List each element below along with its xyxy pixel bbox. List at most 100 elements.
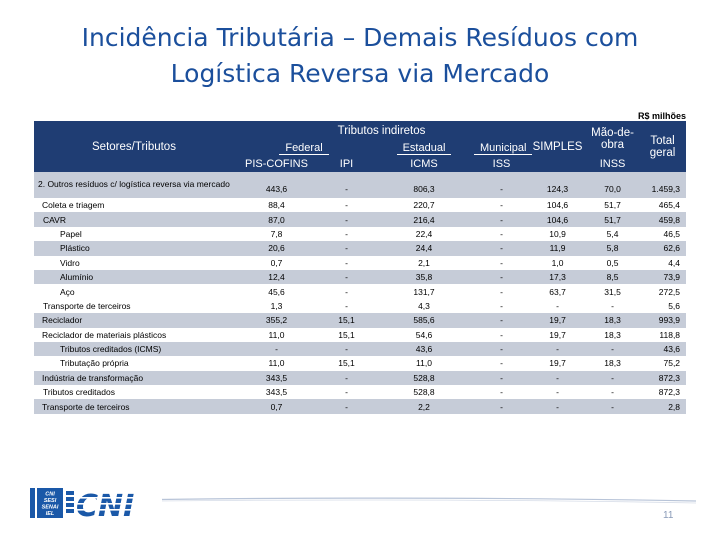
cell-ipi: - — [345, 200, 348, 211]
header-ipi: IPI — [319, 156, 374, 172]
cell-simples: 104,6 — [546, 200, 569, 211]
cell-iss: - — [474, 212, 530, 227]
cell-ipi: - — [345, 300, 348, 311]
cell-icms: 4,3 — [418, 300, 430, 311]
cell-pis: 343,5 — [265, 387, 288, 398]
table-row: Tributos creditados (ICMS) - - 43,6 - - … — [34, 341, 686, 357]
cell-inss: 18,3 — [604, 358, 621, 369]
cell-simples: - — [529, 370, 587, 386]
cell-iss: - — [500, 228, 503, 239]
cell-ipi: - — [319, 172, 374, 198]
cell-inss: 5,8 — [586, 241, 640, 256]
cell-total: 43,6 — [639, 341, 686, 357]
cell-total: 993,9 — [639, 313, 686, 328]
header-icms: ICMS — [374, 156, 474, 172]
cell-pis: 87,0 — [234, 212, 319, 227]
svg-text:SENAI: SENAI — [42, 505, 59, 511]
row-label: Reciclador — [34, 313, 234, 328]
svg-text:CNI: CNI — [45, 492, 55, 498]
cell-inss: 18,3 — [604, 329, 621, 340]
cell-icms: 528,8 — [413, 387, 435, 398]
header-estadual-label: Estadual — [396, 142, 452, 155]
cell-iss: - — [500, 286, 503, 297]
cell-pis: 11,0 — [268, 329, 285, 340]
cell-icms: 11,0 — [416, 358, 432, 369]
header-total-geral: Total geral — [639, 121, 686, 172]
cell-icms: 2,2 — [374, 399, 474, 414]
cell-icms: 22,4 — [415, 228, 433, 239]
table-row: Alumínio 12,4 - 35,8 - 17,3 8,5 73,9 — [34, 269, 686, 285]
cell-simples: - — [529, 399, 587, 414]
cell-iss: - — [474, 341, 530, 357]
cell-iss: - — [500, 358, 503, 369]
page-number: 11 — [663, 510, 674, 521]
cell-inss: 18,3 — [586, 313, 640, 328]
cell-simples: - — [556, 300, 559, 311]
header-pis-cofins: PIS-COFINS — [234, 156, 319, 172]
row-label: Transporte de terceiros — [43, 300, 131, 311]
table-row: Reciclador de materiais plásticos 11,0 1… — [34, 328, 686, 342]
row-label: Transporte de terceiros — [34, 399, 234, 414]
cell-pis: 20,6 — [234, 241, 319, 256]
cell-pis: 0,7 — [234, 399, 319, 414]
cell-pis: 12,4 — [234, 269, 319, 285]
cell-pis: 355,2 — [234, 313, 319, 328]
cell-ipi: - — [345, 286, 348, 297]
cell-simples: 63,7 — [549, 286, 566, 297]
table-row: Tributação própria 11,0 15,1 11,0 - 19,7… — [34, 356, 686, 370]
header-municipal: Municipal — [474, 140, 533, 156]
cell-simples: - — [529, 341, 587, 357]
unit-note: R$ milhões — [637, 111, 686, 121]
cell-icms: 35,8 — [374, 269, 474, 285]
cell-pis: 0,7 — [270, 257, 283, 268]
title-line-1: Incidência Tributária – Demais Resíduos … — [81, 23, 639, 52]
cell-ipi: 15,1 — [338, 329, 355, 340]
cell-total: 459,8 — [639, 212, 686, 227]
cell-total: 1.459,3 — [639, 172, 686, 198]
table-row: Indústria de transformação 343,5 - 528,8… — [34, 370, 686, 386]
cell-inss: 5,4 — [606, 228, 619, 239]
cell-total: 872,3 — [639, 370, 686, 386]
cell-pis: 7,8 — [270, 228, 283, 239]
header-municipal-label: Municipal — [474, 142, 533, 155]
cell-iss: - — [500, 329, 503, 340]
tax-incidence-table: Setores/Tributos Tributos indiretos SIMP… — [34, 121, 686, 414]
cell-simples: 11,9 — [529, 241, 587, 256]
cell-inss: 0,5 — [606, 257, 619, 268]
cell-simples: 124,3 — [529, 172, 587, 198]
header-federal-label: Federal — [279, 142, 329, 155]
cell-icms: 528,8 — [374, 370, 474, 386]
cell-simples: 17,3 — [529, 269, 587, 285]
cell-iss: - — [474, 370, 530, 386]
title-line-2: Logística Reversa via Mercado — [170, 59, 550, 88]
table-row: Transporte de terceiros 1,3 - 4,3 - - - … — [34, 299, 686, 313]
svg-text:IEL: IEL — [46, 511, 55, 517]
cell-total: 62,6 — [639, 241, 686, 256]
cell-icms: 131,7 — [413, 286, 435, 297]
cell-ipi: - — [345, 257, 348, 268]
cell-pis: 88,4 — [268, 200, 285, 211]
table-row: Vidro 0,7 - 2,1 - 1,0 0,5 4,4 — [34, 256, 686, 270]
header-total-line-2: geral — [649, 146, 676, 159]
row-label: Aço — [60, 286, 75, 297]
row-label: Reciclador de materiais plásticos — [42, 329, 167, 340]
cell-iss: - — [474, 269, 530, 285]
table-row: Coleta e triagem 88,4 - 220,7 - 104,6 51… — [34, 198, 686, 212]
table-row: Tributos creditados 343,5 - 528,8 - - - … — [34, 385, 686, 399]
header-iss: ISS — [474, 156, 530, 172]
cell-simples: 19,7 — [529, 313, 587, 328]
cell-inss: - — [586, 341, 640, 357]
cell-ipi: - — [319, 399, 374, 414]
cell-icms: 220,7 — [413, 200, 435, 211]
slide-title: Incidência Tributária – Demais Resíduos … — [40, 20, 680, 92]
cell-inss: - — [586, 399, 640, 414]
cell-icms: 24,4 — [374, 241, 474, 256]
row-label: Tributos creditados — [43, 387, 115, 398]
cell-icms: 585,6 — [374, 313, 474, 328]
cell-simples: 104,6 — [529, 212, 587, 227]
cell-ipi: - — [345, 228, 348, 239]
header-total-line-1: Total — [650, 134, 675, 147]
cell-inss: 51,7 — [604, 200, 621, 211]
cell-simples: - — [556, 387, 559, 398]
